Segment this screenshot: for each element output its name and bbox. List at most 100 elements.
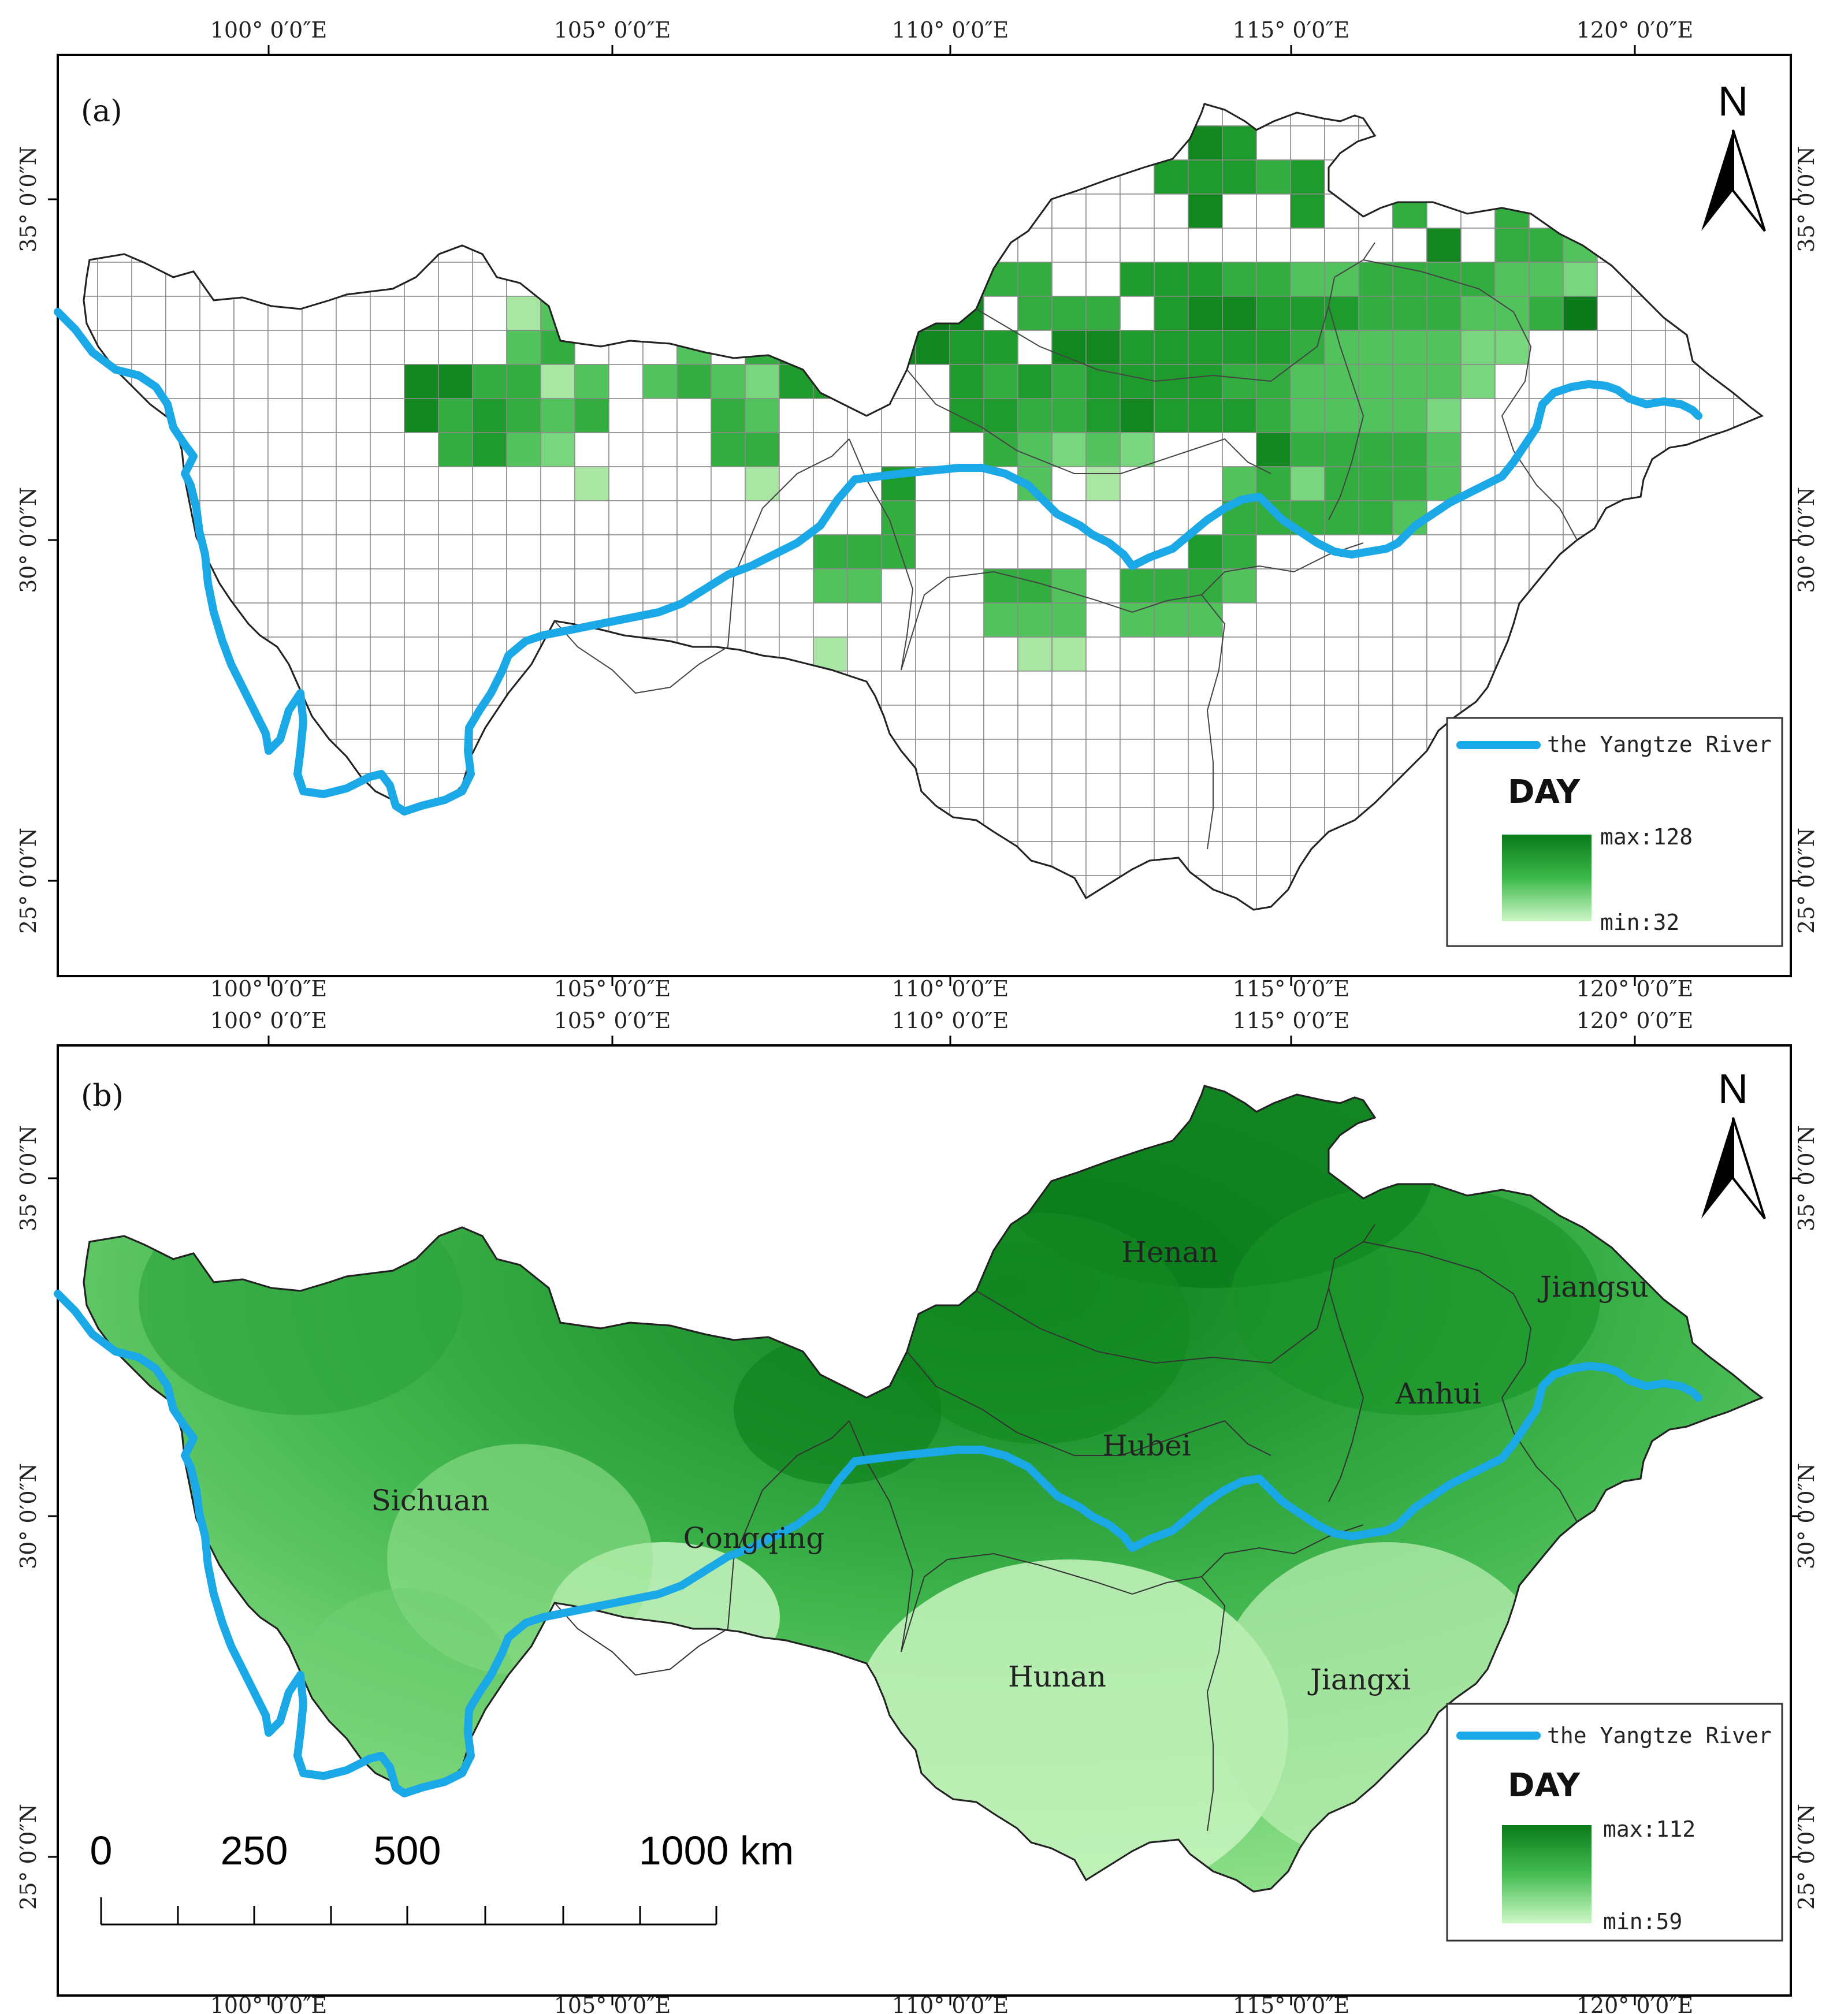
grid-cell-filled	[472, 364, 507, 399]
grid-cell-empty	[506, 568, 541, 604]
province-border	[1328, 1287, 1364, 1502]
province-label-jiangxi: Jiangxi	[1307, 1663, 1411, 1696]
grid-cell-filled	[813, 568, 848, 604]
grid-cell-empty	[370, 568, 405, 604]
grid-cell-filled	[915, 330, 950, 365]
grid-cell-empty	[1120, 978, 1154, 1012]
grid-cell-empty	[1324, 602, 1359, 638]
scale-label-0: 0	[90, 1828, 113, 1873]
grid-cell-empty	[336, 364, 371, 399]
grid-cell-empty	[1085, 228, 1121, 263]
grid-cell-empty	[1256, 773, 1291, 808]
grid-cell-filled	[983, 330, 1018, 365]
grid-cell-empty	[1017, 773, 1053, 808]
grid-cell-empty	[404, 466, 439, 501]
grid-cell-empty	[949, 636, 984, 672]
panel-b-scale-bar: 0 250 500 1000 km	[90, 1828, 794, 1926]
grid-cell-empty	[506, 534, 541, 569]
scale-label-1000: 1000 km	[639, 1828, 794, 1873]
grid-cell-empty	[302, 500, 337, 535]
grid-cell-empty	[1256, 841, 1291, 876]
grid-cell-empty	[1085, 841, 1121, 876]
panel-a-top-lon-105: 105° 0′0″E	[554, 17, 671, 43]
grid-cell-empty	[1222, 705, 1257, 740]
shade-patch	[1230, 1184, 1600, 1415]
grid-cell-empty	[642, 534, 678, 569]
grid-cell-empty	[1154, 466, 1189, 501]
grid-cell-empty	[1188, 739, 1223, 774]
grid-cell-empty	[199, 398, 235, 433]
grid-cell-empty	[1631, 364, 1666, 399]
grid-cell-filled	[745, 364, 780, 399]
grid-cell-filled	[1085, 296, 1121, 331]
grid-cell-empty	[404, 602, 439, 638]
grid-cell-empty	[1120, 671, 1155, 706]
grid-cell-empty	[1290, 228, 1325, 263]
grid-cell-filled	[1392, 432, 1427, 467]
grid-cell-filled	[1290, 398, 1325, 433]
grid-cell-empty	[438, 978, 473, 1012]
grid-cell-empty	[847, 636, 882, 672]
grid-cell-empty	[438, 636, 473, 672]
grid-cell-filled	[1017, 398, 1053, 433]
grid-cell-empty	[233, 500, 269, 535]
grid-cell-filled	[813, 534, 848, 569]
grid-cell-filled	[676, 364, 712, 399]
panel-b-ticks	[48, 1036, 1801, 2005]
grid-cell-empty	[1734, 978, 1768, 1012]
grid-cell-empty	[847, 602, 882, 638]
grid-cell-empty	[813, 432, 848, 467]
grid-cell-filled	[1256, 330, 1291, 365]
grid-cell-filled	[472, 432, 507, 467]
grid-cell-empty	[1154, 432, 1189, 467]
grid-cell-empty	[1494, 466, 1530, 501]
grid-cell-empty	[642, 432, 678, 467]
grid-cell-empty	[1051, 807, 1087, 842]
grid-cell-empty	[608, 500, 644, 535]
grid-cell-filled	[1460, 296, 1496, 331]
grid-cell-empty	[336, 432, 371, 467]
grid-cell-empty	[949, 500, 984, 535]
grid-cell-empty	[438, 534, 473, 569]
grid-cell-filled	[1154, 330, 1189, 365]
panel-a-legend-title: DAY	[1508, 773, 1581, 811]
grid-cell-filled	[1324, 432, 1359, 467]
grid-cell-empty	[1392, 602, 1427, 638]
grid-cell-empty	[574, 568, 609, 604]
province-border	[1328, 306, 1364, 520]
grid-cell-empty	[370, 636, 405, 672]
grid-cell-filled	[1290, 466, 1325, 501]
grid-cell-empty	[1017, 739, 1053, 774]
grid-cell-filled	[881, 500, 916, 535]
panel-a-legend-river-label: the Yangtze River	[1547, 732, 1772, 757]
grid-cell-empty	[1358, 602, 1393, 638]
panel-a-top-lon-120: 120° 0′0″E	[1576, 17, 1694, 43]
grid-cell-empty	[131, 296, 166, 331]
province-label-congqing: Congqing	[683, 1521, 825, 1555]
grid-cell-filled	[1460, 262, 1496, 297]
grid-cell-filled	[745, 432, 780, 467]
grid-cell-empty	[1392, 705, 1427, 740]
grid-cell-empty	[336, 296, 371, 331]
grid-cell-empty	[1426, 534, 1462, 569]
panel-b-legend-river-label: the Yangtze River	[1547, 1723, 1772, 1748]
province-label-hubei: Hubei	[1102, 1429, 1191, 1462]
grid-cell-empty	[1529, 330, 1564, 365]
grid-cell-empty	[540, 534, 575, 569]
grid-cell-empty	[1290, 739, 1325, 774]
grid-cell-empty	[267, 330, 303, 365]
grid-cell-empty	[881, 671, 916, 706]
grid-cell-empty	[1188, 228, 1223, 263]
grid-cell-filled	[1529, 228, 1564, 263]
grid-cell-empty	[1597, 296, 1632, 331]
grid-cell-filled	[1120, 262, 1155, 297]
grid-cell-empty	[949, 773, 984, 808]
grid-cell-filled	[438, 432, 473, 467]
grid-cell-empty	[1290, 602, 1325, 638]
grid-cell-empty	[540, 466, 575, 501]
grid-cell-filled	[1154, 398, 1189, 433]
grid-cell-filled	[1085, 432, 1121, 467]
panel-b-legend-title: DAY	[1508, 1767, 1581, 1804]
grid-cell-empty	[915, 739, 950, 774]
grid-cell-empty	[302, 398, 337, 433]
